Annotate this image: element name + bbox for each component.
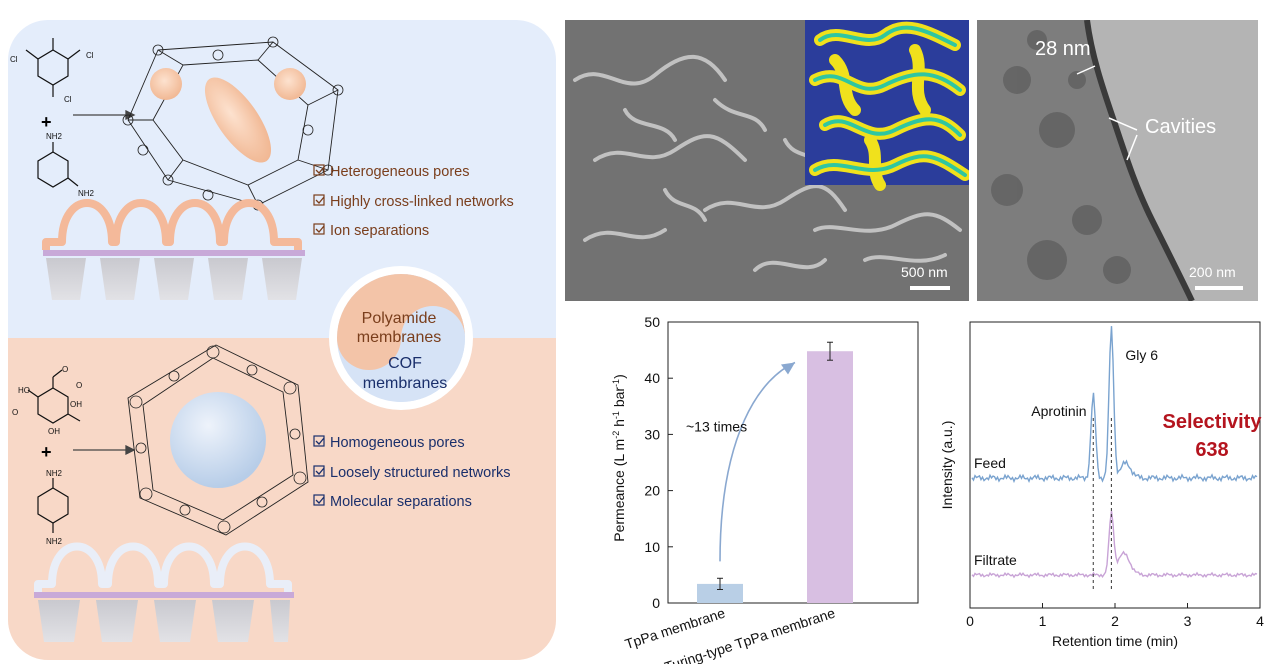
bullet-text: Heterogeneous pores (330, 164, 469, 180)
bar (807, 351, 853, 603)
reaction-arrow (73, 444, 136, 456)
bar (697, 583, 743, 603)
plus-sign: + (41, 112, 52, 132)
scale-bar (1195, 286, 1243, 290)
chem-label: NH2 (46, 469, 63, 478)
chem-label: OH (48, 427, 60, 436)
plus-sign: + (41, 442, 52, 462)
bullet-text: Homogeneous pores (330, 435, 465, 451)
tem-micrograph: 28 nm Cavities 200 nm (977, 20, 1258, 301)
cavities-label: Cavities (1145, 116, 1217, 138)
polyamide-cof-yin-yang: Polyamide membranes COF membranes (329, 266, 473, 410)
x-tick-label: 1 (1039, 613, 1047, 629)
yin-yang-top-label: Polyamide (362, 310, 437, 327)
peak-label: Aprotinin (1031, 403, 1086, 419)
chem-label: Cl (86, 51, 94, 60)
x-axis-label: Retention time (min) (1052, 633, 1178, 649)
y-tick-label: 20 (644, 483, 660, 499)
m-phenylenediamine-structure (37, 142, 79, 188)
chem-label: NH2 (46, 537, 63, 546)
x-tick-label: 0 (966, 613, 974, 629)
chem-label: NH2 (78, 189, 95, 198)
bullet-text: Highly cross-linked networks (330, 194, 514, 210)
cof-network (127, 344, 309, 536)
y-tick-label: 0 (652, 595, 660, 611)
series-label: Filtrate (974, 552, 1017, 568)
selectivity-label: Selectivity (1163, 411, 1263, 433)
fold-annotation: ~13 times (686, 419, 747, 435)
y-tick-label: 40 (644, 370, 660, 386)
cof-bullets: Homogeneous pores Loosely structured net… (313, 435, 511, 510)
bullet-text: Molecular separations (330, 494, 472, 510)
chem-label: Cl (64, 95, 72, 104)
series-label: Feed (974, 455, 1006, 471)
chem-label: O (62, 365, 68, 374)
cof-membrane-diagram (34, 542, 294, 642)
increase-arrow (719, 361, 796, 562)
large-pore (204, 77, 272, 163)
arrow-head (781, 362, 795, 375)
sem-micrograph: 500 nm (565, 20, 969, 301)
chem-label: O (12, 408, 18, 417)
polyamide-membrane-diagram (42, 199, 305, 300)
y-tick-label: 50 (644, 314, 660, 330)
selectivity-value: 638 (1195, 439, 1228, 461)
polyamide-panel (8, 20, 556, 338)
x-tick-label: 3 (1184, 613, 1192, 629)
y-tick-label: 30 (644, 426, 660, 442)
chem-label: OH (70, 400, 82, 409)
scale-bar (910, 286, 950, 290)
small-pore (150, 68, 182, 100)
small-pore (274, 68, 306, 100)
y-axis-label: Intensity (a.u.) (939, 421, 955, 510)
bullet-text: Loosely structured networks (330, 465, 511, 481)
scale-label: 500 nm (901, 264, 948, 280)
chromatogram-trace (971, 510, 1258, 579)
chem-label: HO (18, 386, 30, 395)
y-tick-label: 10 (644, 539, 660, 555)
yin-yang-bottom-label: membranes (363, 375, 447, 392)
plot-frame (667, 321, 919, 604)
triformylphloroglucinol-structure (27, 369, 81, 424)
membrane-comparison-schematic: Cl Cl Cl + NH2 NH2 Heterogeneous pores (8, 20, 556, 660)
x-tick-label: 2 (1111, 613, 1119, 629)
peak-label: Gly 6 (1125, 347, 1158, 363)
chem-label: NH2 (46, 132, 63, 141)
y-axis-label: Permeance (L m-2 h-1 bar-1) (611, 374, 627, 542)
thickness-label: 28 nm (1035, 38, 1091, 60)
trimesoyl-chloride-structure (25, 38, 81, 97)
yin-yang-bottom-label: COF (388, 355, 422, 372)
turing-pattern-inset (805, 20, 969, 191)
x-tick-label: 4 (1256, 613, 1264, 629)
chromatogram-chart: 0 1 2 3 4 Retention time (min) Intensity (a.u.… (939, 321, 1264, 649)
chem-label: O (76, 381, 82, 390)
yin-yang-top-label: membranes (357, 329, 441, 346)
bullet-text: Ion separations (330, 223, 429, 239)
polyamide-bullets: Heterogeneous pores Highly cross-linked … (313, 164, 514, 239)
category-label: Turing-type TpPa membrane (663, 605, 838, 664)
chem-label: Cl (10, 55, 18, 64)
p-phenylenediamine-structure (37, 478, 69, 533)
chromatogram-trace (971, 326, 1258, 484)
uniform-pore (170, 392, 266, 488)
scale-label: 200 nm (1189, 264, 1236, 280)
